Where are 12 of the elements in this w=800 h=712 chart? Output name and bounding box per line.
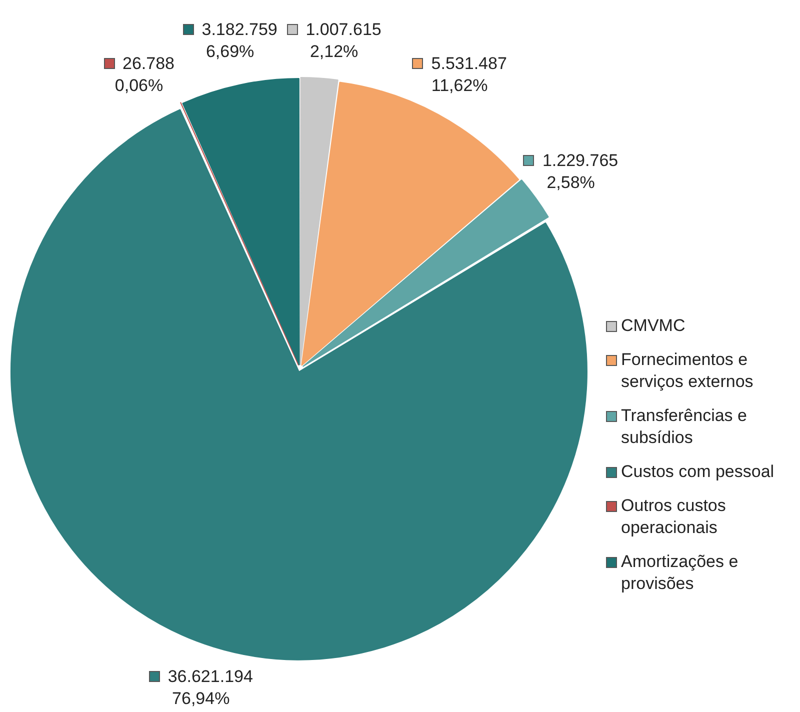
legend-label: Custos com pessoal (621, 461, 774, 483)
legend-label: Amortizações e provisões (621, 551, 740, 595)
data-label: 1.007.615 2,12% (306, 20, 382, 61)
legend-label: Fornecimentos e serviços externos (621, 349, 754, 393)
data-label: 26.788 0,06% (114, 54, 175, 96)
legend-label: Outros custos operacionais (621, 495, 727, 539)
data-label: 3.182.759 6,69% (202, 20, 278, 62)
legend-label: Transferências e subsídios (621, 405, 748, 449)
data-label: 36.621.194 76,94% (168, 666, 253, 708)
data-label: 5.531.487 11,62% (431, 54, 507, 95)
legend-label: CMVMC (621, 315, 686, 337)
data-label: 1.229.765 2,58% (542, 151, 618, 192)
